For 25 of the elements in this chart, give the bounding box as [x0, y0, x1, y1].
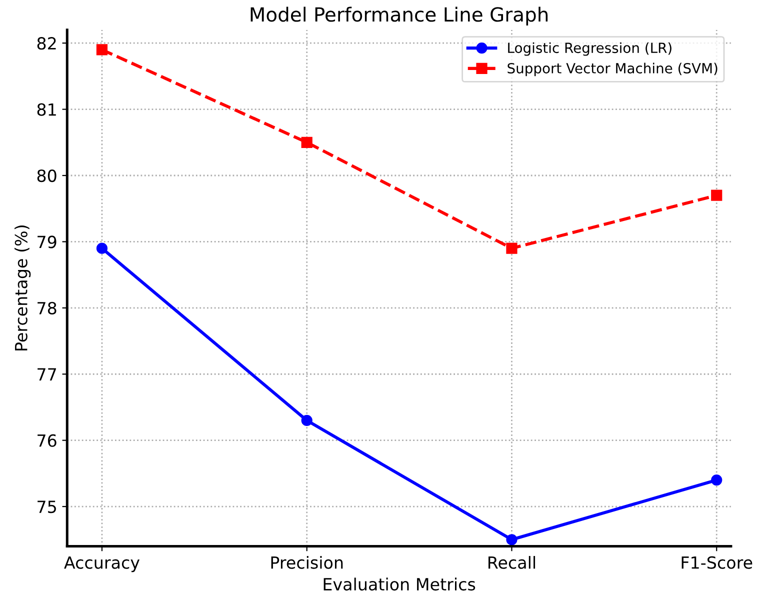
y-tick-label: 79	[38, 236, 56, 248]
y-tick-label: 78	[38, 302, 56, 314]
point	[711, 474, 722, 486]
x-axis-title: Evaluation Metrics	[324, 578, 476, 591]
y-tick-label: 77	[38, 368, 56, 380]
point	[711, 190, 722, 201]
y-tick-label: 80	[37, 169, 56, 182]
y-tick-label: 75	[38, 500, 56, 514]
point	[96, 242, 108, 254]
y-tick-label: 76	[38, 434, 56, 447]
point	[506, 534, 518, 546]
chart-title: Model Performance Line Graph	[250, 6, 548, 26]
x-tick-label: Precision	[271, 556, 343, 569]
x-tick-label: Recall	[488, 556, 536, 569]
legend-label: Logistic Regression (LR)	[508, 42, 672, 56]
x-tick-label: Accuracy	[64, 556, 140, 572]
point	[301, 136, 312, 148]
legend-label: Support Vector Machine (SVM)	[508, 62, 718, 76]
y-tick-label: 82	[37, 37, 56, 50]
x-tick-label: F1-Score	[682, 556, 752, 569]
point	[506, 242, 518, 254]
point	[96, 44, 108, 56]
y-axis-title: Percentage (%)	[14, 226, 31, 350]
y-tick-label: 81	[37, 103, 56, 116]
point	[301, 414, 312, 426]
